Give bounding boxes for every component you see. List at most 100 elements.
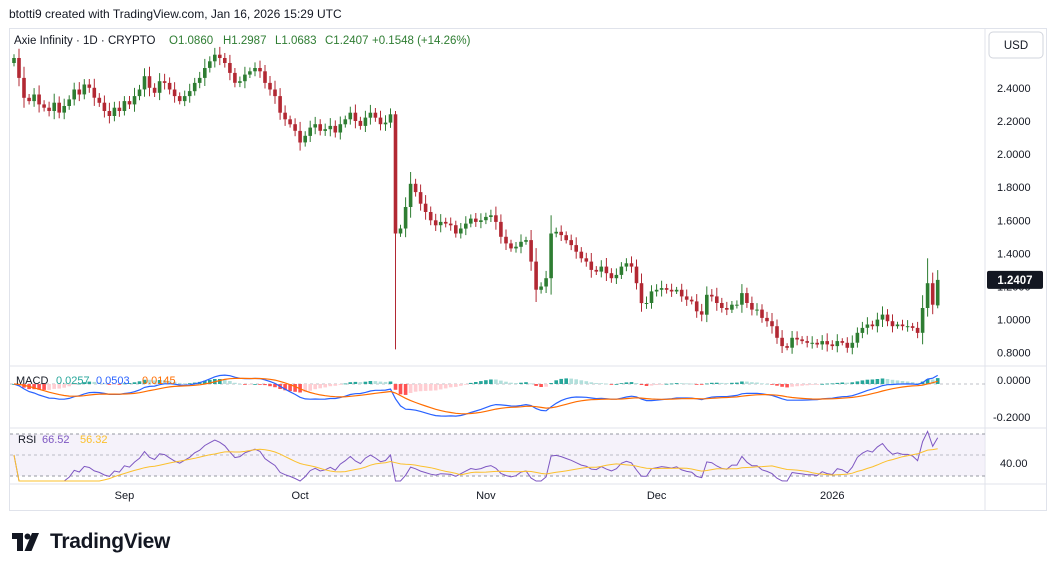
macd-histogram-bar — [238, 383, 242, 385]
candle — [925, 258, 930, 317]
macd-histogram-bar — [67, 384, 71, 387]
candle — [820, 335, 824, 350]
candle — [599, 260, 604, 278]
macd-histogram-bar — [438, 384, 443, 390]
candle — [238, 76, 242, 88]
macd-histogram-bar — [579, 380, 584, 384]
price-tick-label: 2.0000 — [997, 149, 1031, 161]
candle — [699, 303, 704, 322]
candle — [815, 339, 819, 348]
macd-histogram-bar — [62, 384, 66, 388]
candle — [278, 88, 282, 120]
macd-histogram-bar — [925, 379, 930, 384]
open-value: O1.0860 — [169, 35, 213, 47]
macd-histogram-bar — [182, 383, 187, 385]
candle — [504, 229, 508, 250]
macd-histogram-bar — [474, 382, 478, 384]
macd-histogram-bar — [152, 380, 157, 384]
macd-histogram-bar — [820, 383, 824, 385]
candlestick-chart[interactable]: 2.40002.20002.00001.80001.60001.40001.20… — [10, 29, 1046, 510]
candle — [785, 343, 789, 351]
candle — [775, 319, 779, 344]
candle — [308, 120, 312, 142]
macd-histogram-bar — [338, 384, 343, 385]
candle — [423, 195, 428, 220]
macd-histogram-bar — [102, 383, 107, 385]
candle — [805, 335, 809, 348]
macd-histogram-bar — [634, 383, 639, 384]
macd-histogram-bar — [514, 383, 518, 384]
macd-histogram-bar — [52, 384, 56, 389]
macd-histogram-bar — [393, 384, 398, 390]
candle — [172, 82, 177, 103]
candle — [740, 284, 744, 313]
candle — [589, 253, 594, 278]
candle — [413, 178, 418, 197]
candle — [157, 73, 162, 101]
candle — [17, 48, 21, 87]
candle — [594, 266, 599, 275]
candle — [860, 321, 865, 339]
candle — [604, 258, 609, 281]
candle — [935, 270, 940, 309]
macd-histogram-bar — [142, 379, 147, 384]
candle — [715, 287, 719, 311]
candle — [353, 104, 358, 129]
candle — [795, 331, 799, 346]
macd-histogram-bar — [594, 383, 599, 384]
macd-histogram-bar — [835, 382, 840, 384]
macd-histogram-bar — [564, 378, 568, 384]
candle — [634, 259, 639, 290]
macd-histogram-bar — [619, 383, 624, 384]
candle — [162, 73, 167, 90]
macd-histogram-bar — [388, 381, 393, 384]
macd-histogram-bar — [228, 381, 232, 384]
candle — [900, 319, 905, 331]
macd-histogram-bar — [755, 382, 759, 384]
ohlc-legend: Axie Infinity · 1D · CRYPTO O1.0860 H1.2… — [14, 35, 471, 47]
candle — [117, 101, 122, 117]
macd-histogram-bar — [705, 383, 709, 385]
candle — [825, 333, 829, 352]
macd-histogram-bar — [574, 379, 578, 384]
candle — [142, 68, 147, 97]
macd-histogram-bar — [318, 384, 322, 389]
candle — [890, 314, 895, 333]
candle — [12, 54, 16, 67]
candle — [800, 336, 804, 345]
macd-histogram-bar — [785, 384, 789, 388]
macd-histogram-bar — [273, 384, 277, 388]
candle — [574, 237, 578, 259]
macd-histogram-bar — [895, 380, 900, 384]
macd-histogram-bar — [740, 381, 744, 384]
change-value: +0.1548 (+14.26%) — [372, 35, 471, 47]
macd-histogram-bar — [654, 384, 659, 385]
candle — [398, 224, 403, 237]
macd-histogram-bar — [57, 384, 61, 389]
macd-histogram-bar — [534, 384, 538, 386]
candle — [479, 213, 483, 229]
macd-histogram-bar — [122, 383, 127, 385]
macd-histogram-bar — [288, 384, 292, 392]
macd-histogram-bar — [880, 378, 885, 384]
macd-histogram-bar — [469, 382, 473, 384]
macd-histogram-bar — [624, 382, 629, 384]
currency-button[interactable]: USD — [988, 31, 1044, 59]
macd-histogram-bar — [504, 381, 508, 384]
candle — [835, 334, 840, 353]
macd-histogram-bar — [725, 383, 729, 384]
macd-histogram-bar — [524, 382, 528, 384]
candle — [203, 58, 207, 86]
macd-histogram-bar — [308, 384, 312, 391]
price-tick-label: 2.2000 — [997, 116, 1031, 128]
macd-histogram-bar — [42, 384, 46, 390]
macd-histogram-bar — [47, 384, 51, 390]
macd-histogram-bar — [383, 381, 388, 384]
candle — [584, 252, 589, 267]
candle — [107, 102, 112, 124]
candle — [388, 108, 393, 128]
candle — [885, 309, 890, 327]
rsi-ma-value: 56.32 — [80, 434, 108, 446]
macd-histogram-bar — [127, 383, 132, 384]
macd-histogram-bar — [710, 382, 714, 384]
